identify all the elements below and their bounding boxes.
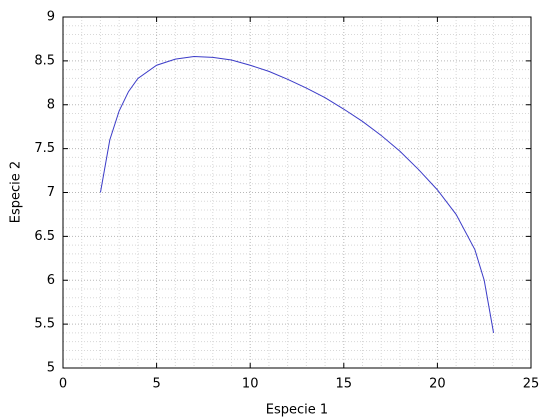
x-tick-label: 5: [152, 377, 160, 392]
y-tick-label: 9: [47, 10, 55, 25]
y-tick-label: 5.5: [34, 317, 55, 332]
x-tick-label: 10: [242, 377, 259, 392]
y-tick-label: 8.5: [34, 53, 55, 68]
x-axis-label: Especie 1: [266, 403, 328, 418]
x-tick-label: 15: [336, 377, 353, 392]
x-tick-label: 25: [523, 377, 540, 392]
data-line: [99, 55, 495, 333]
y-tick-label: 7.5: [34, 141, 55, 156]
y-tick-label: 6.5: [34, 229, 55, 244]
y-tick-label: 6: [47, 273, 55, 288]
y-axis-label: Especie 2: [9, 161, 24, 223]
plot-frame: [62, 16, 532, 369]
x-tick-label: 0: [59, 377, 67, 392]
y-tick-label: 7: [47, 185, 55, 200]
y-tick-label: 5: [47, 361, 55, 376]
x-tick-label: 20: [429, 377, 446, 392]
y-tick-label: 8: [47, 97, 55, 112]
